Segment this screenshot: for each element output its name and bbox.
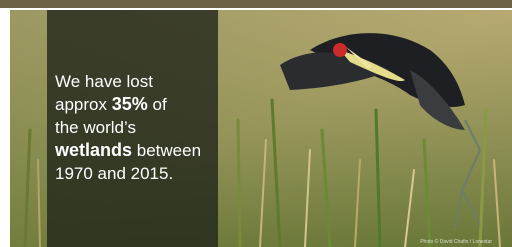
top-strip: [0, 0, 512, 8]
banner: We have lost approx 35% of the world’s w…: [0, 0, 512, 247]
message-highlight: wetlands: [55, 140, 132, 160]
photo-credit: Photo © David Chafin / Lonestar: [420, 239, 492, 245]
message-text: the world’s: [55, 118, 136, 137]
message-text: between: [137, 141, 201, 160]
message: We have lost approx 35% of the world’s w…: [55, 70, 201, 185]
message-text: of: [152, 95, 166, 114]
message-text: 1970 and 2015.: [55, 164, 173, 183]
message-highlight: 35%: [112, 94, 148, 114]
message-text: We have lost: [55, 72, 153, 91]
message-text: approx: [55, 95, 107, 114]
